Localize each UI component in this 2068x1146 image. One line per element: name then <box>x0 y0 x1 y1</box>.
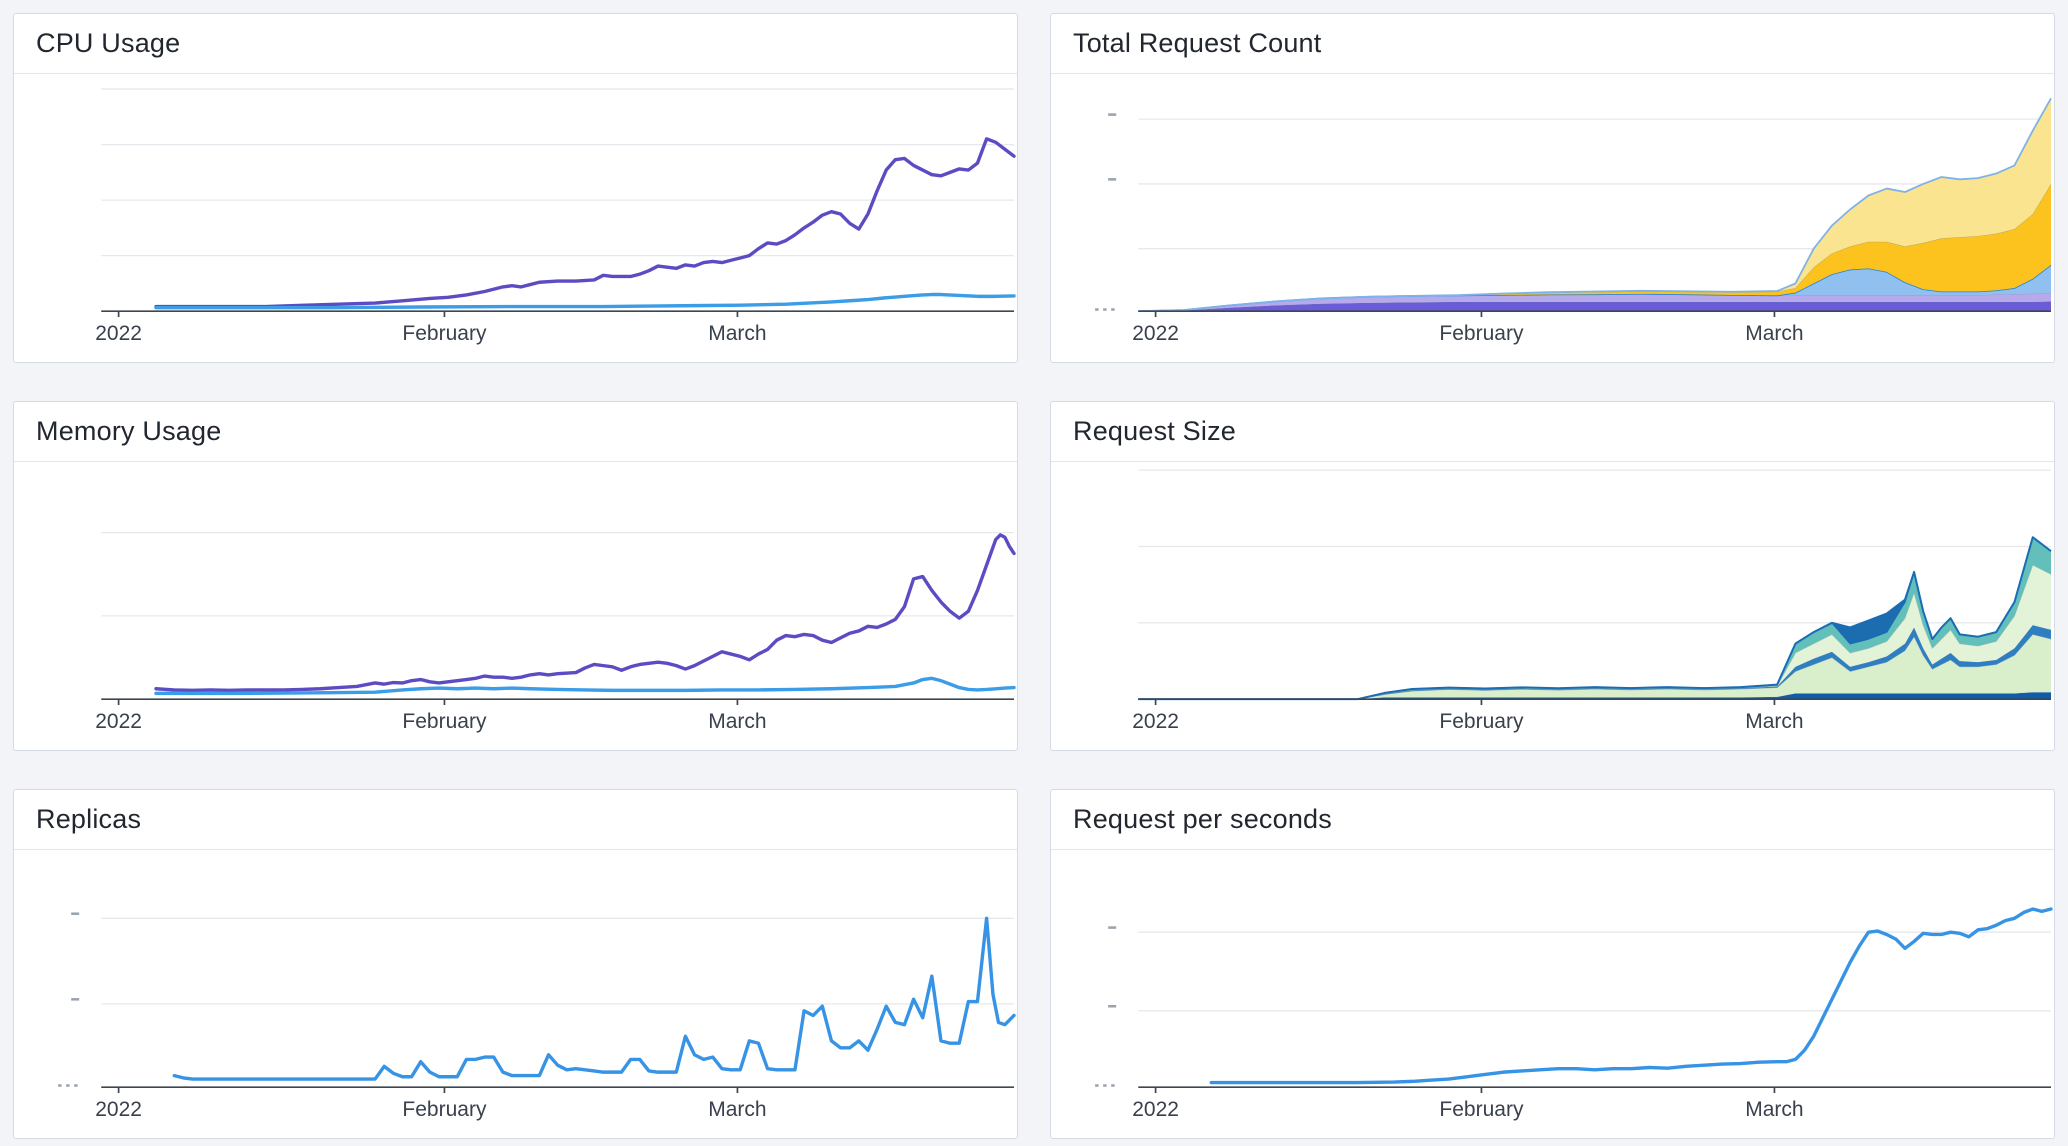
chart-plot[interactable]: 2022 February March <box>14 850 1017 1138</box>
panel-total-request-count: Total Request Count 2022 February March <box>1050 13 2055 363</box>
x-tick-label: 2022 <box>95 710 142 733</box>
x-tick-label: 2022 <box>95 322 142 345</box>
panel-title: CPU Usage <box>36 28 181 58</box>
chart-canvas[interactable] <box>14 462 1017 705</box>
x-tick-label: February <box>402 322 487 345</box>
x-tick-label: February <box>1439 322 1524 345</box>
x-axis-labels: 2022 February March <box>14 710 1017 744</box>
chart-plot[interactable]: 2022 February March <box>14 462 1017 750</box>
chart-plot[interactable]: 2022 February March <box>1051 462 2054 750</box>
panel-memory-usage: Memory Usage 2022 February March <box>13 401 1018 751</box>
x-axis-labels: 2022 February March <box>14 322 1017 356</box>
x-tick-label: February <box>402 710 487 733</box>
x-tick-label: March <box>708 1098 767 1121</box>
panel-title: Replicas <box>36 804 142 834</box>
panel-title: Request per seconds <box>1073 804 1332 834</box>
panel-header[interactable]: Replicas <box>14 790 1017 850</box>
x-tick-label: March <box>1745 322 1804 345</box>
panel-header[interactable]: Total Request Count <box>1051 14 2054 74</box>
x-axis-labels: 2022 February March <box>1051 1098 2054 1132</box>
x-axis-labels: 2022 February March <box>1051 710 2054 744</box>
panel-title: Memory Usage <box>36 416 222 446</box>
panel-header[interactable]: Memory Usage <box>14 402 1017 462</box>
chart-canvas[interactable] <box>1051 462 2054 705</box>
x-tick-label: March <box>708 710 767 733</box>
chart-plot[interactable]: 2022 February March <box>1051 74 2054 362</box>
panel-header[interactable]: CPU Usage <box>14 14 1017 74</box>
chart-canvas[interactable] <box>14 850 1017 1093</box>
x-tick-label: 2022 <box>1132 322 1179 345</box>
x-tick-label: March <box>708 322 767 345</box>
x-axis-labels: 2022 February March <box>1051 322 2054 356</box>
panel-header[interactable]: Request Size <box>1051 402 2054 462</box>
chart-canvas[interactable] <box>1051 850 2054 1093</box>
x-tick-label: March <box>1745 710 1804 733</box>
x-tick-label: February <box>1439 710 1524 733</box>
x-tick-label: February <box>402 1098 487 1121</box>
x-axis-labels: 2022 February March <box>14 1098 1017 1132</box>
chart-plot[interactable]: 2022 February March <box>1051 850 2054 1138</box>
x-tick-label: February <box>1439 1098 1524 1121</box>
panel-title: Request Size <box>1073 416 1236 446</box>
panel-replicas: Replicas 2022 February March <box>13 789 1018 1139</box>
panel-request-per-seconds: Request per seconds 2022 February March <box>1050 789 2055 1139</box>
chart-canvas[interactable] <box>14 74 1017 317</box>
panel-title: Total Request Count <box>1073 28 1322 58</box>
panel-header[interactable]: Request per seconds <box>1051 790 2054 850</box>
panel-cpu-usage: CPU Usage 2022 February March <box>13 13 1018 363</box>
x-tick-label: March <box>1745 1098 1804 1121</box>
chart-plot[interactable]: 2022 February March <box>14 74 1017 362</box>
x-tick-label: 2022 <box>1132 1098 1179 1121</box>
panel-request-size: Request Size 2022 February March <box>1050 401 2055 751</box>
chart-canvas[interactable] <box>1051 74 2054 317</box>
x-tick-label: 2022 <box>1132 710 1179 733</box>
x-tick-label: 2022 <box>95 1098 142 1121</box>
